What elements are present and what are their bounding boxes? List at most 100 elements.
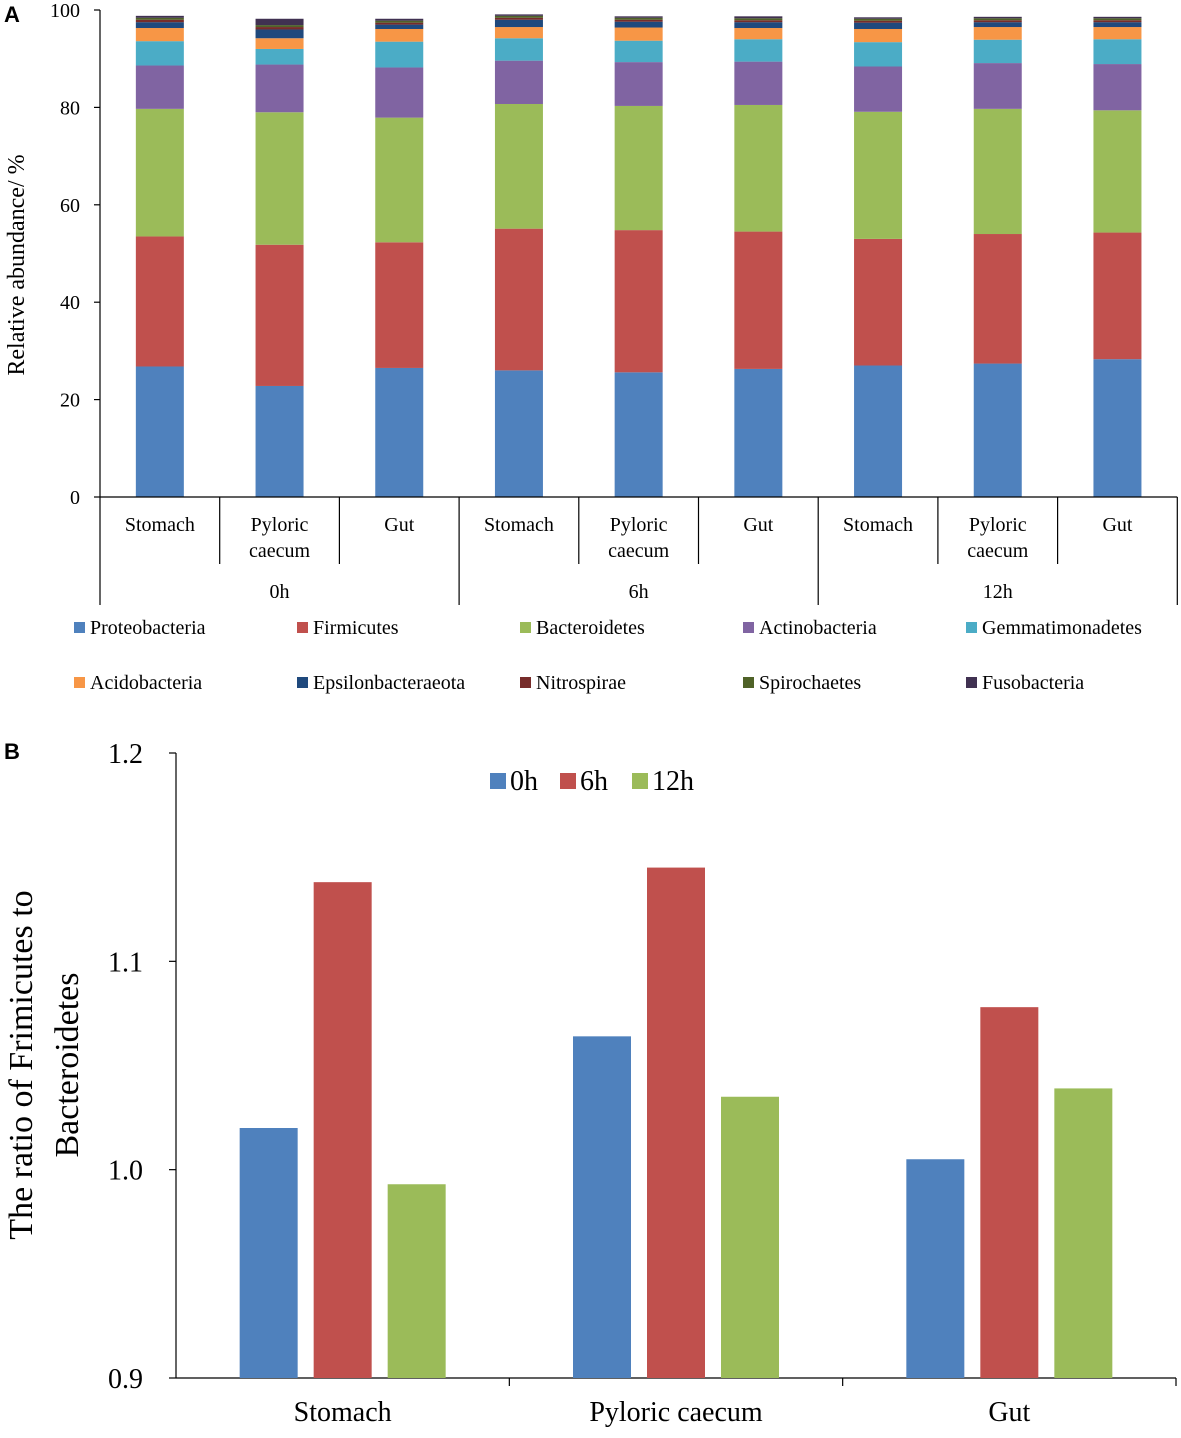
bar-segment-fusobacteria: [494, 14, 543, 16]
panel-a-legend: Proteobacteria Firmicutes Bacteroidetes Act…: [74, 617, 1142, 694]
bar-segment-nitrospirae: [734, 20, 783, 23]
bar-segment-bacteroidetes: [494, 103, 543, 229]
bar-segment-nitrospirae: [1093, 20, 1142, 23]
panel-a-y-axis-title: Relative abundance/ %: [4, 154, 30, 375]
ratio-bar-6h-pyloric-caecum: [647, 867, 705, 1378]
panel-b-y-axis-title-line: Bacteroidetes: [49, 972, 86, 1157]
panel-a-category-label: Stomach: [484, 514, 554, 536]
legend-swatch-gemmatimonadetes: [966, 622, 977, 633]
bar-segment-gemmatimonadetes: [973, 39, 1022, 64]
legend-label-epsilonbacteraeota: Epsilonbacteraeota: [313, 672, 465, 694]
bar-segment-fusobacteria: [734, 16, 783, 19]
bar-segment-epsilonbacteraeota: [1093, 22, 1142, 28]
bar-segment-proteobacteria: [973, 363, 1022, 497]
legend-swatch-epsilonbacteraeota: [297, 677, 308, 688]
panel-a-letter: A: [4, 2, 20, 27]
bar-segment-proteobacteria: [854, 365, 903, 497]
panel-a-group-label: 12h: [983, 581, 1013, 603]
panel-b-y-tick-label: 1.0: [108, 1156, 143, 1187]
bar-segment-spirochaetes: [854, 18, 903, 21]
legend-label-actinobacteria: Actinobacteria: [759, 617, 877, 639]
panel-a-group-label: 0h: [270, 581, 290, 603]
panel-b-y-tick-label: 1.1: [108, 947, 143, 978]
legend-label-6h: 6h: [580, 766, 608, 797]
bar-segment-spirochaetes: [494, 15, 543, 18]
bar-segment-bacteroidetes: [614, 105, 663, 231]
bar-segment-gemmatimonadetes: [494, 38, 543, 61]
panel-a-y-tick-label: 20: [60, 390, 80, 412]
bar-segment-proteobacteria: [494, 370, 543, 497]
bar-segment-firmicutes: [494, 228, 543, 371]
bar-segment-firmicutes: [135, 236, 184, 367]
bar-segment-fusobacteria: [1093, 16, 1142, 19]
bar-segment-nitrospirae: [614, 19, 663, 22]
bar-segment-bacteroidetes: [854, 111, 903, 239]
ratio-bar-0h-stomach: [239, 1128, 298, 1378]
bar-segment-gemmatimonadetes: [614, 40, 663, 63]
legend-swatch-proteobacteria: [74, 622, 85, 633]
panel-b-category-label: Gut: [988, 1397, 1030, 1428]
panel-a-category-label: caecum: [249, 540, 311, 562]
bar-segment-fusobacteria: [614, 16, 663, 18]
ratio-bar-0h-gut: [906, 1159, 965, 1378]
bar-segment-acidobacteria: [1093, 27, 1142, 40]
bar-segment-nitrospirae: [255, 27, 304, 30]
legend-swatch-acidobacteria: [74, 677, 85, 688]
ratio-bar-12h-stomach: [387, 1184, 446, 1378]
bar-segment-proteobacteria: [1093, 359, 1142, 497]
bar-segment-acidobacteria: [494, 27, 543, 39]
bar-segment-bacteroidetes: [973, 108, 1022, 235]
panel-a-category-label: Stomach: [843, 514, 913, 536]
bar-segment-actinobacteria: [973, 63, 1022, 109]
ratio-bar-6h-gut: [980, 1007, 1039, 1378]
bar-segment-actinobacteria: [1093, 64, 1142, 111]
bar-segment-proteobacteria: [255, 385, 304, 497]
panel-a-category-label: Gut: [743, 514, 773, 536]
bar-segment-nitrospirae: [375, 22, 424, 25]
bar-segment-acidobacteria: [973, 27, 1022, 40]
bar-segment-bacteroidetes: [255, 112, 304, 245]
bar-segment-actinobacteria: [375, 67, 424, 118]
bar-segment-acidobacteria: [854, 28, 903, 43]
bar-segment-actinobacteria: [255, 64, 304, 113]
bar-segment-fusobacteria: [255, 18, 304, 26]
bar-segment-acidobacteria: [375, 28, 424, 42]
bar-segment-gemmatimonadetes: [255, 48, 304, 65]
bar-segment-epsilonbacteraeota: [255, 29, 304, 39]
bar-segment-epsilonbacteraeota: [614, 21, 663, 28]
legend-label-spirochaetes: Spirochaetes: [759, 672, 861, 694]
bar-segment-spirochaetes: [973, 18, 1022, 21]
bar-segment-spirochaetes: [734, 18, 783, 21]
bar-segment-proteobacteria: [135, 366, 184, 497]
bar-segment-epsilonbacteraeota: [375, 24, 424, 29]
legend-label-0h: 0h: [510, 766, 538, 797]
panel-b-letter: B: [4, 739, 20, 764]
legend-swatch-spirochaetes: [743, 677, 754, 688]
bar-segment-actinobacteria: [614, 62, 663, 106]
bar-segment-spirochaetes: [135, 17, 184, 20]
bar-segment-firmicutes: [375, 242, 424, 368]
bar-segment-firmicutes: [614, 230, 663, 373]
ratio-bar-12h-gut: [1054, 1088, 1113, 1378]
bar-segment-actinobacteria: [734, 61, 783, 105]
bar-segment-epsilonbacteraeota: [854, 22, 903, 29]
bar-segment-spirochaetes: [614, 17, 663, 20]
panel-a-category-label: Stomach: [125, 514, 195, 536]
bar-segment-nitrospirae: [973, 20, 1022, 23]
panel-b-category-label: Stomach: [294, 1397, 392, 1428]
bar-segment-actinobacteria: [854, 66, 903, 112]
bar-segment-firmicutes: [854, 238, 903, 366]
panel-a-category-label: caecum: [608, 540, 670, 562]
legend-swatch-actinobacteria: [743, 622, 754, 633]
panel-a-category-label: caecum: [967, 540, 1029, 562]
bar-segment-actinobacteria: [494, 60, 543, 104]
legend-swatch-firmicutes: [297, 622, 308, 633]
panel-a-stacked-chart: Relative abundance/ % 0 20 40 60 80 100 Stomach…: [4, 0, 1178, 605]
panel-b-y-tick-label: 0.9: [108, 1364, 143, 1395]
bar-segment-firmicutes: [973, 234, 1022, 364]
bar-segment-fusobacteria: [375, 18, 424, 21]
bar-segment-proteobacteria: [375, 367, 424, 497]
bar-segment-acidobacteria: [614, 27, 663, 41]
legend-swatch-12h: [632, 773, 648, 789]
